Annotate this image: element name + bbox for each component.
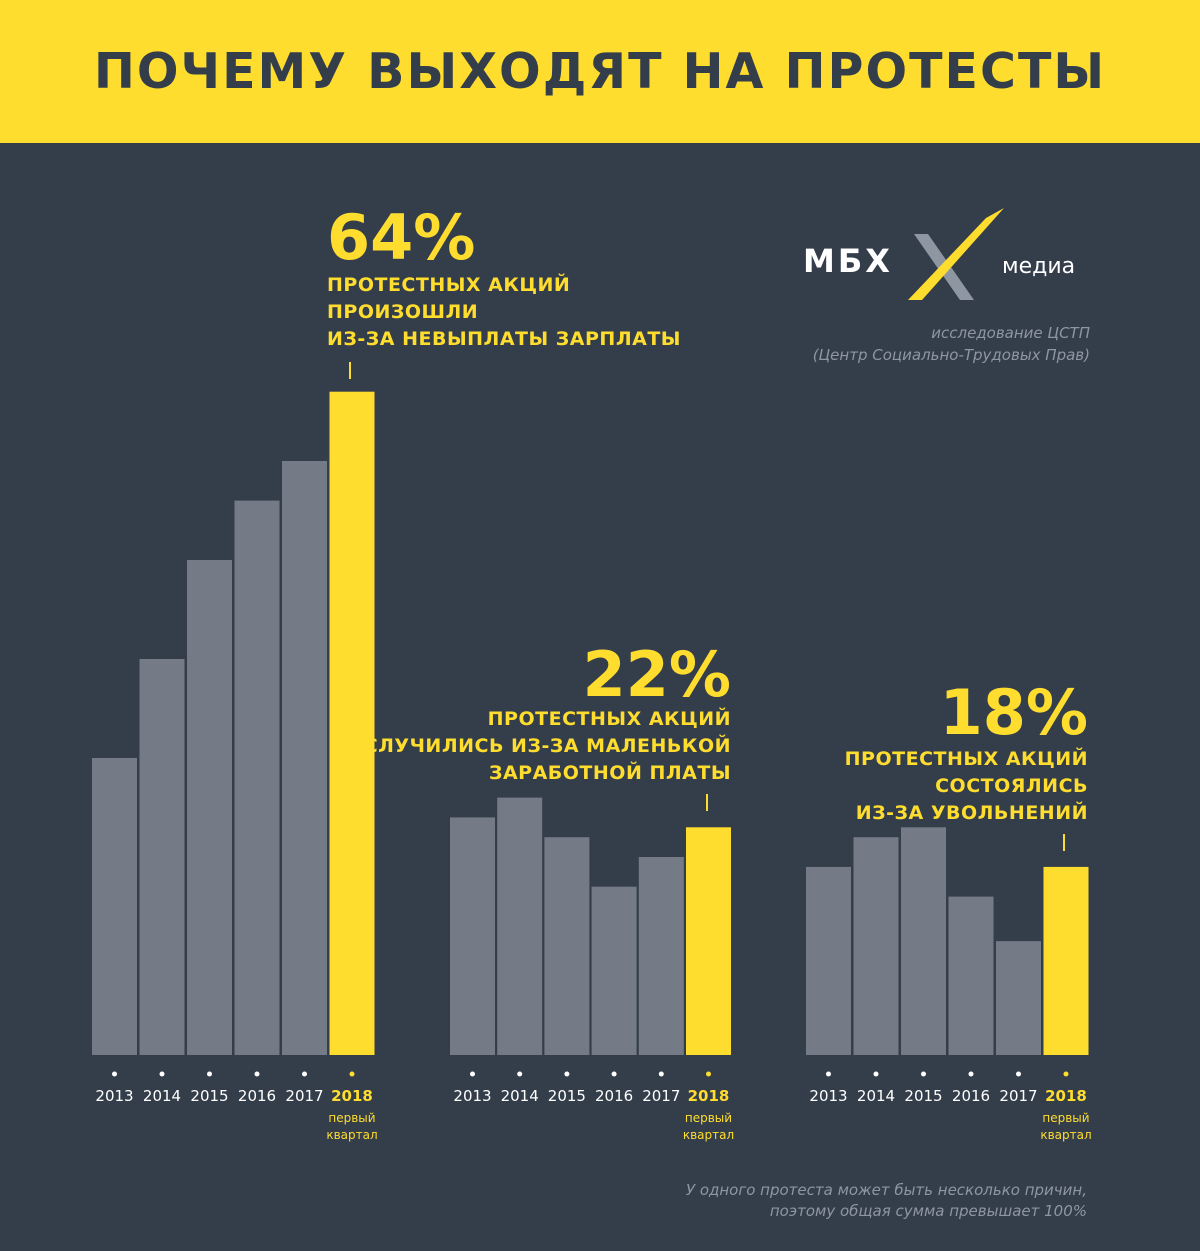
chart-1-bar-2013 (92, 758, 137, 1055)
chart-2-tick-label: 2018 (687, 1087, 730, 1105)
chart-3-bar-2013 (806, 866, 851, 1055)
chart-3-sublabel: первый квартал (1040, 1111, 1092, 1142)
chart-2-tick-dot (658, 1071, 664, 1077)
chart-3-pointer (1063, 834, 1065, 851)
chart-2-pointer (706, 794, 708, 811)
chart-3-bar-2016 (948, 896, 994, 1055)
logo-name: МБХ (803, 242, 893, 280)
chart-2-tick-dot (470, 1071, 475, 1077)
chart-2-tick-label: 2013 (453, 1087, 492, 1105)
logo-suffix: медиа (1002, 254, 1076, 279)
mbh-media-logo: МБХ медиа (800, 200, 1090, 310)
chart-3-bar-2015 (901, 827, 946, 1055)
chart-3-tick-label: 2013 (809, 1087, 848, 1105)
chart-1-bar-2018 (329, 391, 375, 1055)
chart-2-tick-dot (564, 1071, 570, 1077)
x-mark-icon (908, 208, 1004, 300)
chart-1-bar-2017 (282, 461, 327, 1055)
chart-2-tick-dot (706, 1071, 711, 1077)
chart-3-tick-dot (1063, 1071, 1069, 1077)
chart-1-bar-2016 (234, 500, 280, 1056)
source-note: исследование ЦСТП (Центр Социально-Трудо… (812, 324, 1090, 364)
title-banner: ПОЧЕМУ ВЫХОДЯТ НА ПРОТЕСТЫ (0, 0, 1200, 143)
chart-2-bar-2013 (450, 817, 495, 1055)
chart-3-tick-label: 2014 (856, 1087, 896, 1105)
chart-1-tick-dot (254, 1071, 260, 1077)
chart-2-sublabel: первый квартал (682, 1111, 735, 1142)
chart-2-tick-label: 2014 (500, 1087, 539, 1105)
chart-2-tick-dot (517, 1071, 523, 1077)
footnote: У одного протеста может быть несколько п… (685, 1181, 1087, 1220)
chart-2-bar-2017 (638, 857, 684, 1055)
chart-2-percent: 22% (582, 638, 731, 711)
chart-3-caption: ПРОТЕСТНЫХ АКЦИЙ СОСТОЯЛИСЬ ИЗ-ЗА УВОЛЬН… (844, 748, 1088, 824)
chart-1-tick-dot (349, 1071, 355, 1077)
chart-1-tick-dot (159, 1071, 165, 1077)
chart-1-tick-label: 2014 (142, 1087, 182, 1105)
chart-3-tick-dot (1016, 1071, 1021, 1077)
chart-1-tick-dot (207, 1071, 212, 1077)
chart-3-tick-dot (921, 1071, 926, 1077)
chart-1-caption: ПРОТЕСТНЫХ АКЦИЙ ПРОИЗОШЛИ ИЗ-ЗА НЕВЫПЛА… (327, 274, 681, 350)
chart-1-bar-2014 (139, 659, 185, 1055)
chart-3-tick-dot (968, 1071, 974, 1077)
chart-1-tick-dot (302, 1071, 307, 1077)
chart-3-tick-dot (826, 1071, 831, 1077)
chart-3-bar-2018 (1043, 866, 1089, 1055)
chart-1-tick-label: 2015 (190, 1087, 229, 1105)
chart-3-percent: 18% (939, 676, 1088, 749)
chart-3-tick-label: 2017 (999, 1087, 1038, 1105)
chart-1-percent: 64% (327, 201, 476, 274)
chart-1-tick-label: 2017 (285, 1087, 324, 1105)
chart-2-bar-2018 (686, 827, 731, 1055)
chart-3-tick-label: 2018 (1045, 1087, 1087, 1105)
chart-3-bar-2014 (853, 837, 899, 1055)
chart-1-tick-label: 2018 (331, 1087, 373, 1105)
chart-2-tick-label: 2016 (595, 1087, 634, 1105)
chart-3-tick-label: 2015 (904, 1087, 943, 1105)
chart-3-tick-label: 2016 (951, 1087, 991, 1105)
chart-3-bar-2017 (996, 941, 1041, 1055)
chart-1-tick-dot (112, 1071, 117, 1077)
chart-1-bar-2015 (187, 560, 232, 1055)
chart-1-tick-label: 2013 (95, 1087, 134, 1105)
chart-1-sublabel: первый квартал (326, 1111, 378, 1142)
page-title: ПОЧЕМУ ВЫХОДЯТ НА ПРОТЕСТЫ (93, 43, 1107, 100)
chart-2-caption: ПРОТЕСТНЫХ АКЦИЙ СЛУЧИЛИСЬ ИЗ-ЗА МАЛЕНЬК… (363, 708, 731, 784)
chart-2-tick-label: 2015 (547, 1087, 586, 1105)
chart-2-bar-2015 (544, 837, 590, 1055)
chart-2-tick-dot (611, 1071, 617, 1077)
chart-2-tick-label: 2017 (642, 1087, 681, 1105)
chart-3-tick-dot (873, 1071, 879, 1077)
chart-2-bar-2016 (591, 886, 637, 1055)
chart-1-tick-label: 2016 (237, 1087, 277, 1105)
chart-1-pointer (349, 362, 351, 379)
chart-2-bar-2014 (497, 797, 543, 1055)
